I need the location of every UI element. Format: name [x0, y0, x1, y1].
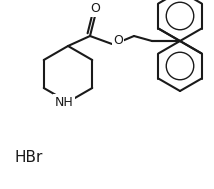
Text: NH: NH — [55, 95, 73, 108]
Text: O: O — [113, 35, 123, 47]
Text: HBr: HBr — [15, 149, 43, 164]
Text: O: O — [90, 2, 100, 15]
